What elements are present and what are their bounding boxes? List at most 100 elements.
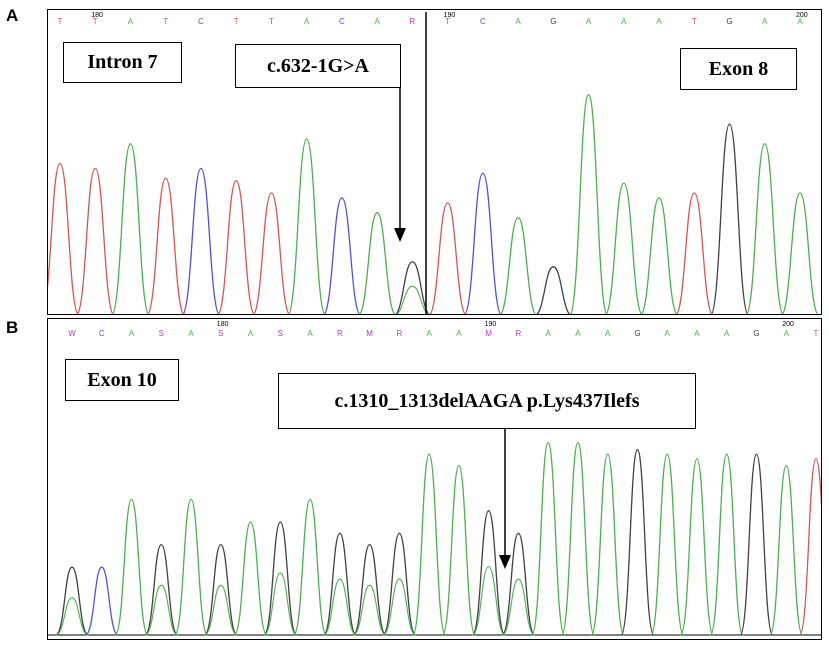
trace-peak-19 bbox=[620, 449, 655, 636]
base-call-3: S bbox=[159, 329, 164, 338]
trace-peak-2 bbox=[111, 143, 150, 314]
base-call-2: A bbox=[128, 17, 134, 26]
base-call-8: C bbox=[339, 17, 345, 26]
base-call-11: R bbox=[396, 329, 402, 338]
base-call-10: M bbox=[366, 329, 373, 338]
base-call-6: T bbox=[269, 17, 274, 26]
trace-peak-0 bbox=[55, 566, 89, 636]
trace-peak-3 bbox=[144, 543, 179, 636]
base-call-21: A bbox=[797, 17, 803, 26]
base-call-14: M bbox=[485, 329, 492, 338]
base-call-18: T bbox=[692, 17, 697, 26]
panel-b-letter: B bbox=[6, 318, 19, 337]
trace-secondary-peak-11 bbox=[382, 578, 417, 636]
base-call-0: W bbox=[68, 329, 76, 338]
base-call-16: A bbox=[621, 17, 627, 26]
base-call-9: R bbox=[337, 329, 343, 338]
chromatogram-panel-a: 180 190 200 T T A T C T T A C A R T C A G A A A T G A A Intron 7… bbox=[47, 9, 822, 315]
intron-7-label: Intron 7 bbox=[63, 42, 182, 83]
trace-peak-3 bbox=[147, 177, 185, 314]
trace-peak-14 bbox=[536, 266, 571, 314]
chromatogram-a: 180 190 200 T T A T C T T A C A R T C A G A A A T G A A bbox=[48, 12, 819, 314]
trace-peak-9 bbox=[359, 212, 396, 314]
position-tick-label: 190 bbox=[444, 12, 456, 19]
trace-peak-2 bbox=[114, 498, 149, 636]
base-call-8: A bbox=[307, 329, 313, 338]
base-call-19: G bbox=[726, 17, 732, 26]
trace-peak-8 bbox=[323, 197, 361, 314]
base-call-4: C bbox=[198, 17, 204, 26]
trace-peak-20 bbox=[650, 453, 685, 636]
trace-peak-7 bbox=[288, 138, 326, 314]
base-call-12: C bbox=[480, 17, 486, 26]
base-call-5: T bbox=[234, 17, 239, 26]
mutation-b-label: c.1310_1313delAAGA p.Lys437Ilefs bbox=[278, 373, 696, 429]
base-call-15: R bbox=[516, 329, 522, 338]
base-call-20: A bbox=[665, 329, 671, 338]
trace-secondary-peak-9 bbox=[323, 578, 357, 636]
trace-peak-18 bbox=[590, 453, 625, 636]
exon-10-label: Exon 10 bbox=[65, 359, 179, 401]
base-call-0: T bbox=[58, 17, 63, 26]
panel-a-letter: A bbox=[6, 6, 19, 25]
base-call-3: T bbox=[163, 17, 168, 26]
base-call-20: A bbox=[762, 17, 768, 26]
base-call-25: T bbox=[814, 329, 819, 338]
trace-peak-20 bbox=[746, 143, 784, 314]
trace-peak-13 bbox=[441, 464, 476, 636]
trace-peak-16 bbox=[531, 442, 566, 636]
base-call-17: A bbox=[575, 329, 581, 338]
trace-peak-7 bbox=[263, 521, 298, 636]
trace-peak-24 bbox=[769, 464, 804, 636]
trace-peak-17 bbox=[640, 197, 678, 314]
trace-peak-10 bbox=[395, 261, 430, 314]
trace-peak-21 bbox=[679, 458, 714, 636]
base-call-7: S bbox=[278, 329, 283, 338]
trace-peak-11 bbox=[429, 202, 466, 314]
base-call-21: A bbox=[694, 329, 700, 338]
base-call-22: A bbox=[724, 329, 730, 338]
trace-secondary-peak-7 bbox=[263, 572, 298, 636]
base-call-6: A bbox=[248, 329, 254, 338]
trace-peak-18 bbox=[676, 192, 713, 314]
base-call-10: R bbox=[409, 17, 415, 26]
base-call-4: A bbox=[188, 329, 194, 338]
base-call-9: A bbox=[374, 17, 380, 26]
trace-peak-5 bbox=[217, 180, 255, 314]
trace-peak-15 bbox=[501, 532, 536, 636]
trace-peak-15 bbox=[569, 93, 608, 314]
trace-peak-22 bbox=[709, 453, 744, 636]
trace-peak-4 bbox=[174, 498, 209, 636]
base-call-23: G bbox=[753, 329, 759, 338]
trace-peak-25 bbox=[799, 458, 821, 636]
chromatogram-b: 180 190 200 W C A S A S A S A R M R A A M R A A A G A A A G A T bbox=[48, 321, 821, 636]
mutation-a-arrow-head bbox=[394, 228, 406, 242]
base-call-14: G bbox=[550, 17, 556, 26]
base-call-5: S bbox=[218, 329, 223, 338]
trace-secondary-peak-10 bbox=[352, 584, 387, 636]
base-call-12: A bbox=[426, 329, 432, 338]
position-tick-label: 200 bbox=[796, 12, 808, 19]
trace-peak-14 bbox=[471, 510, 506, 636]
mutation-a-label: c.632-1G>A bbox=[235, 44, 401, 88]
base-call-17: A bbox=[656, 17, 662, 26]
trace-peak-4 bbox=[182, 167, 220, 314]
chromatogram-panel-b: 180 190 200 W C A S A S A S A R M R A A M R A A A G A A A G A T Exon… bbox=[47, 318, 822, 640]
base-call-1: C bbox=[99, 329, 105, 338]
trace-secondary-peak-5 bbox=[204, 584, 238, 636]
trace-peak-6 bbox=[233, 521, 268, 636]
trace-secondary-peak-14 bbox=[471, 566, 506, 636]
trace-peak-8 bbox=[293, 498, 328, 636]
position-tick-label: 190 bbox=[485, 321, 497, 328]
trace-peak-10 bbox=[352, 543, 387, 636]
base-call-13: A bbox=[456, 329, 462, 338]
exon-8-label: Exon 8 bbox=[680, 48, 797, 90]
trace-peak-5 bbox=[203, 543, 238, 636]
position-tick-label: 180 bbox=[217, 321, 229, 328]
base-call-19: G bbox=[634, 329, 640, 338]
trace-peak-12 bbox=[464, 172, 502, 314]
trace-peak-16 bbox=[605, 182, 643, 314]
base-call-15: A bbox=[586, 17, 592, 26]
trace-secondary-peak-3 bbox=[144, 584, 178, 636]
trace-peak-13 bbox=[500, 216, 537, 314]
